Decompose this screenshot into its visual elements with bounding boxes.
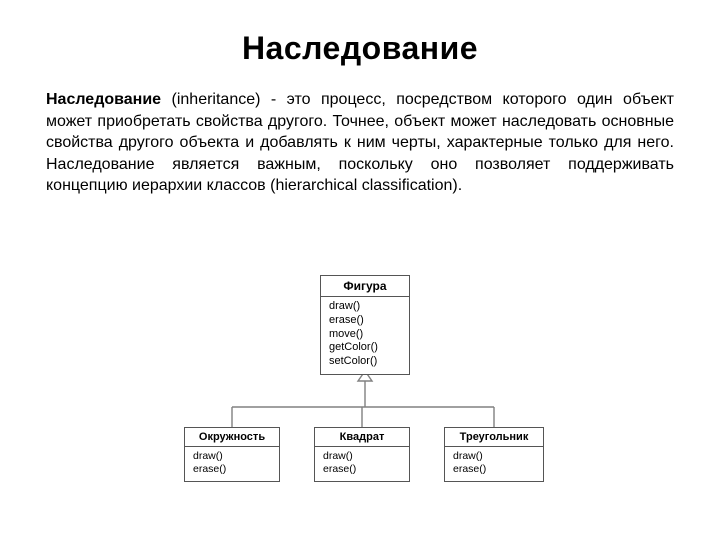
uml-child-name: Треугольник bbox=[445, 428, 543, 447]
uml-method: erase() bbox=[453, 463, 535, 476]
uml-child-box: Квадрат draw() erase() bbox=[314, 427, 410, 482]
uml-method: draw() bbox=[193, 450, 271, 463]
uml-child-name: Квадрат bbox=[315, 428, 409, 447]
uml-method: erase() bbox=[323, 463, 401, 476]
uml-method: draw() bbox=[329, 300, 401, 314]
uml-parent-methods: draw() erase() move() getColor() setColo… bbox=[321, 297, 409, 374]
body-paragraph: Наследование (inheritance) - это процесс… bbox=[46, 89, 674, 197]
uml-method: setColor() bbox=[329, 355, 401, 369]
slide-title: Наследование bbox=[46, 30, 674, 67]
uml-child-methods: draw() erase() bbox=[185, 447, 279, 481]
uml-method: getColor() bbox=[329, 341, 401, 355]
uml-method: draw() bbox=[453, 450, 535, 463]
uml-method: draw() bbox=[323, 450, 401, 463]
uml-parent-box: Фигура draw() erase() move() getColor() … bbox=[320, 275, 410, 375]
uml-method: move() bbox=[329, 328, 401, 342]
lead-term: Наследование bbox=[46, 91, 161, 108]
uml-parent-name: Фигура bbox=[321, 276, 409, 297]
uml-child-box: Треугольник draw() erase() bbox=[444, 427, 544, 482]
uml-method: erase() bbox=[329, 314, 401, 328]
uml-child-methods: draw() erase() bbox=[315, 447, 409, 481]
inheritance-diagram: Фигура draw() erase() move() getColor() … bbox=[0, 275, 720, 515]
uml-child-box: Окружность draw() erase() bbox=[184, 427, 280, 482]
lead-en: (inheritance) bbox=[172, 91, 261, 108]
uml-child-methods: draw() erase() bbox=[445, 447, 543, 481]
uml-child-name: Окружность bbox=[185, 428, 279, 447]
uml-method: erase() bbox=[193, 463, 271, 476]
